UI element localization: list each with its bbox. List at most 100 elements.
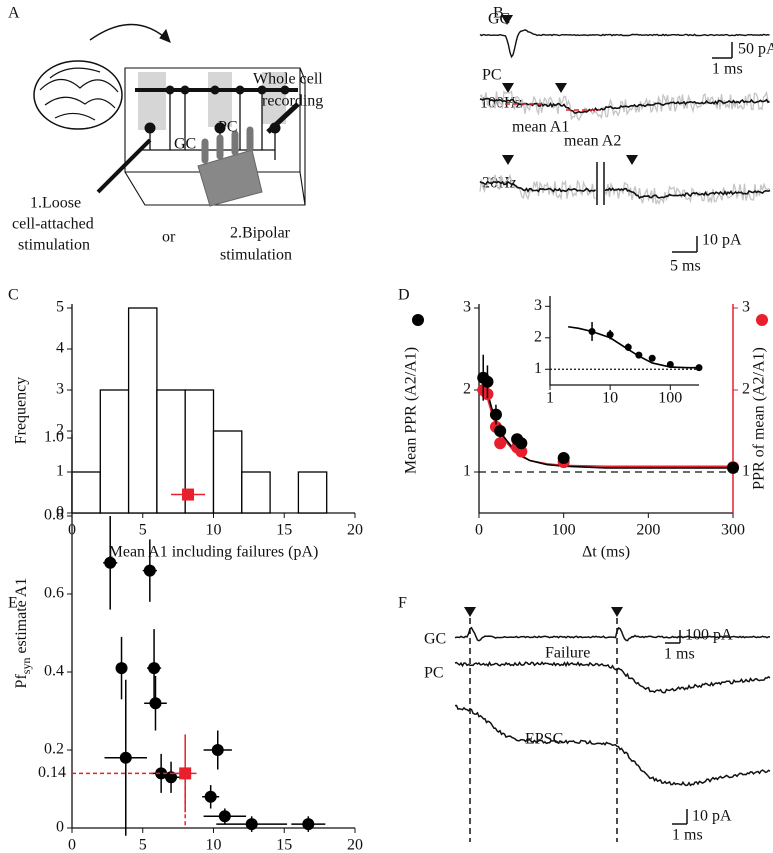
point — [119, 751, 132, 764]
point — [494, 437, 507, 450]
label: mean A1 — [512, 119, 569, 136]
bar — [71, 471, 101, 514]
label: 5 ms — [670, 258, 701, 275]
point — [179, 767, 192, 780]
y-tick-label: 2 — [56, 422, 64, 439]
y-tick-label: 1 — [534, 360, 542, 377]
bar — [127, 307, 158, 514]
x-tick-label: 10 — [206, 837, 222, 853]
label: PC — [482, 67, 502, 84]
label: 2.Bipolar — [230, 225, 291, 242]
point — [165, 771, 178, 784]
x-axis-label: Mean A1 including failures (pA) — [109, 544, 319, 561]
trace — [479, 180, 597, 193]
x-tick-label: 100 — [658, 390, 682, 407]
x-tick-label: 10 — [206, 522, 222, 539]
axis-line — [478, 304, 733, 514]
trace — [604, 181, 771, 206]
point — [115, 662, 128, 675]
y2-tick-label: 1 — [742, 463, 750, 480]
point — [515, 445, 528, 458]
point — [148, 662, 161, 675]
trace — [454, 704, 771, 787]
y2-tick-label: 2 — [742, 381, 750, 398]
label: 10 pA — [702, 232, 742, 249]
label: 50 pA — [738, 41, 773, 58]
x-tick-label: 5 — [139, 837, 147, 853]
point — [666, 361, 674, 369]
panel-label: A — [8, 5, 20, 22]
label: EPSC — [525, 731, 563, 748]
point — [143, 564, 156, 577]
y-axis-label-part: Pf — [13, 674, 30, 689]
cerebellum-diagram — [33, 23, 306, 207]
y-tick-label: 0.4 — [44, 663, 64, 680]
point — [606, 331, 614, 339]
point — [494, 425, 507, 437]
point — [624, 343, 632, 351]
trace — [479, 29, 770, 59]
panel-label: D — [398, 287, 410, 304]
point — [211, 744, 224, 756]
y-tick-label: 0.8 — [44, 507, 64, 524]
y2-tick-label: 3 — [742, 299, 750, 316]
trace — [454, 660, 771, 694]
point — [515, 437, 528, 450]
label: GC — [174, 136, 196, 153]
y2-axis-label: PPR of mean (A2/A1) — [751, 347, 768, 490]
x-axis-label: Δt (ms) — [582, 544, 630, 561]
point — [648, 354, 656, 362]
label: 1 ms — [712, 61, 743, 78]
stimulus-marker — [502, 155, 514, 165]
label: 1.Loose — [30, 195, 81, 212]
bar — [297, 471, 328, 514]
y-tick-label: 0.2 — [44, 741, 64, 758]
bar — [99, 389, 130, 514]
point — [557, 452, 570, 465]
label: 1 ms — [664, 646, 695, 663]
label: stimulation — [18, 237, 90, 254]
stimulus-marker — [555, 83, 567, 93]
y-tick-label: 2 — [463, 381, 471, 398]
label: recording — [262, 93, 323, 110]
y-axis-label: Mean PPR (A2/A1) — [403, 347, 420, 474]
label: or — [162, 229, 176, 246]
trace — [604, 187, 771, 200]
x-tick-label: 20 — [347, 837, 363, 853]
y-tick-label: 1.0 — [44, 429, 64, 446]
point — [182, 488, 195, 501]
x-tick-label: 10 — [602, 390, 618, 407]
y-tick-label: 5 — [56, 299, 64, 316]
x-tick-label: 20 — [347, 522, 363, 539]
label: 100 pA — [685, 627, 733, 644]
point — [489, 408, 502, 421]
figure-content: A B F Whole cell recording PC GC 1.Loose cell-at… — [8, 5, 773, 853]
stimulus-marker — [501, 15, 513, 25]
x-tick-label: 0 — [475, 522, 483, 539]
label: PC — [424, 665, 444, 682]
point — [245, 818, 258, 831]
x-tick-label: 15 — [276, 837, 292, 853]
stimulus-marker — [626, 155, 638, 165]
y-tick-label: 4 — [56, 340, 64, 357]
trace — [479, 97, 770, 114]
label: cell-attached — [12, 216, 94, 233]
label: Whole cell — [253, 71, 323, 88]
fit-line — [567, 325, 699, 369]
y-tick-label: 1 — [463, 463, 471, 480]
legend-marker — [756, 314, 768, 326]
panel-label: B — [493, 5, 504, 22]
x-tick-label: 5 — [139, 522, 147, 539]
label: PC — [218, 119, 238, 136]
point — [727, 461, 739, 474]
panel-label: C — [8, 287, 19, 304]
point — [218, 810, 231, 823]
label: Failure — [545, 645, 590, 662]
trace — [454, 626, 771, 642]
y-tick-label: 0 — [56, 819, 64, 836]
y-tick-label: 3 — [463, 299, 471, 316]
y-tick-label: 3 — [56, 381, 64, 398]
y-axis-label-part: estimate A1 — [13, 578, 30, 654]
point — [635, 351, 643, 359]
